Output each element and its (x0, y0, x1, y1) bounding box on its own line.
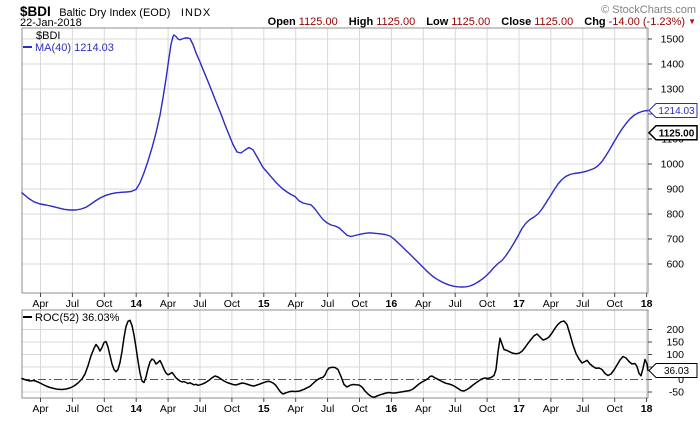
close-label: Close (501, 16, 532, 28)
y-tick-label: 1500 (661, 34, 685, 46)
axis-price-box (647, 125, 698, 141)
y-tick-label: 100 (666, 349, 684, 361)
x-tick-label: Apr (32, 298, 49, 310)
axis-price-label: 1214.03 (658, 106, 695, 117)
y-tick-label: 1000 (661, 159, 685, 171)
ma-legend-label: MA(40) 1214.03 (35, 42, 114, 54)
x-tick-label: 18 (641, 298, 653, 310)
x-tick-label: Apr (288, 403, 305, 415)
chg-label: Chg (584, 16, 606, 28)
y-tick-label: 900 (666, 184, 684, 196)
x-tick-label: Apr (415, 403, 432, 415)
x-tick-label: Jul (66, 298, 79, 310)
axis-price-label: 36.03 (664, 366, 689, 377)
x-tick-label: 17 (513, 298, 525, 310)
x-tick-label: Apr (160, 298, 177, 310)
y-tick-label: 1400 (661, 59, 685, 71)
y-tick-label: 1300 (661, 84, 685, 96)
x-tick-label: Jul (448, 298, 461, 310)
x-tick-label: Jul (448, 403, 461, 415)
close-value: 1125.00 (534, 16, 574, 28)
y-tick-label: 150 (666, 337, 684, 349)
high-label: High (348, 16, 374, 28)
y-tick-label: 800 (666, 209, 684, 221)
x-tick-label: Oct (224, 403, 240, 415)
x-tick-label: Apr (288, 298, 305, 310)
open-value: 1125.00 (298, 16, 338, 28)
x-tick-label: 15 (258, 403, 270, 415)
chart-title: Baltic Dry Index (EOD) (59, 7, 171, 19)
exchange-tag: INDX (180, 7, 212, 19)
x-tick-label: Apr (543, 403, 560, 415)
open-label: Open (267, 16, 296, 28)
x-tick-label: 18 (641, 403, 653, 415)
x-tick-label: 14 (130, 403, 142, 415)
main-legend-symbol: $BDI (36, 30, 61, 42)
series-line-ROC52 (21, 319, 649, 399)
copyright-text: © StockCharts.com (601, 4, 696, 16)
ma-legend: MA(40) 1214.03 (23, 42, 114, 54)
series-line-MA40 (21, 34, 649, 288)
x-tick-label: Oct (96, 298, 112, 310)
x-tick-label: Oct (351, 298, 367, 310)
x-tick-label: Jul (576, 298, 589, 310)
chg-value: -14.00 (-1.23%) (608, 16, 686, 28)
ma-line-swatch (23, 46, 32, 48)
chg-down-icon: ▼ (688, 17, 696, 26)
chart-header: $BDI Baltic Dry Index (EOD) INDX (20, 3, 211, 21)
x-tick-label: Oct (607, 298, 623, 310)
x-tick-label: Apr (32, 403, 49, 415)
main-price-panel: 150014001300120011001000900800700600AprJ… (21, 27, 698, 310)
x-tick-label: 16 (386, 403, 398, 415)
roc-legend: ROC(52) 36.03% (23, 312, 119, 324)
axis-price-box (648, 362, 698, 378)
y-tick-label: 0 (678, 374, 684, 386)
x-tick-label: 14 (130, 298, 142, 310)
y-tick-label: -50 (669, 387, 684, 399)
axis-price-label: 1125.00 (659, 128, 695, 139)
quote-bar: Open 1125.00 High 1125.00 Low 1125.00 Close… (268, 16, 696, 28)
panel-border (21, 27, 649, 294)
ticker-symbol: $BDI (20, 4, 51, 19)
x-tick-label: Jul (576, 403, 589, 415)
x-tick-label: 16 (386, 298, 398, 310)
x-tick-label: Apr (543, 298, 560, 310)
x-tick-label: Jul (66, 403, 79, 415)
x-tick-label: Oct (479, 298, 495, 310)
roc-indicator-panel: 200150100500-50AprJulOct14AprJulOct15Apr… (21, 309, 698, 415)
x-tick-label: Oct (479, 403, 495, 415)
chart-date: 22-Jan-2018 (20, 17, 82, 29)
roc-line-swatch (23, 316, 32, 318)
x-tick-label: Jul (193, 403, 206, 415)
x-tick-label: Oct (351, 403, 367, 415)
low-label: Low (426, 16, 449, 28)
x-tick-label: 15 (258, 298, 270, 310)
y-tick-label: 600 (666, 259, 684, 271)
y-tick-label: 700 (666, 234, 684, 246)
axis-price-box (648, 102, 698, 118)
high-value: 1125.00 (376, 16, 416, 28)
low-value: 1125.00 (451, 16, 491, 28)
x-tick-label: Jul (193, 298, 206, 310)
x-tick-label: Oct (607, 403, 623, 415)
x-tick-label: Oct (96, 403, 112, 415)
roc-legend-label: ROC(52) 36.03% (35, 312, 120, 324)
x-tick-label: Oct (224, 298, 240, 310)
x-tick-label: Apr (415, 298, 432, 310)
y-tick-label: 200 (666, 324, 684, 336)
x-tick-label: Jul (321, 298, 334, 310)
x-tick-label: 17 (513, 403, 525, 415)
x-tick-label: Jul (321, 403, 334, 415)
x-tick-label: Apr (160, 403, 177, 415)
